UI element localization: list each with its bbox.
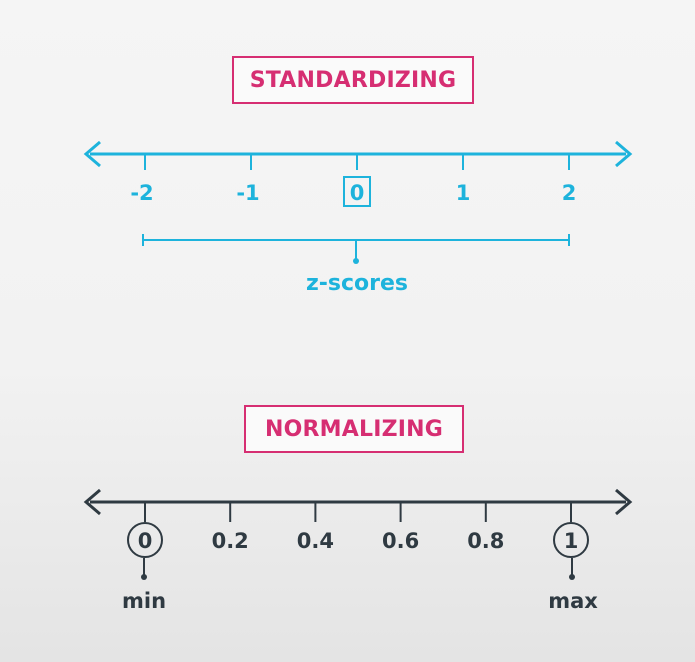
bracket-dot [353,258,359,264]
norm-tick-label: 0.4 [297,529,334,553]
std-zero-highlight-box [343,176,371,207]
normalizing-number-line: 0 0.2 0.4 0.6 0.8 1 min max [83,488,633,613]
std-ticks: -2 -1 0 1 2 [130,154,576,205]
norm-left-arrow-icon [83,488,101,516]
max-label: max [548,589,598,613]
z-scores-label: z-scores [306,271,408,296]
std-tick-label: -2 [130,181,153,205]
std-tick-label: 2 [562,181,577,205]
norm-tick-circle [127,522,163,558]
std-left-arrow-icon [83,140,101,168]
min-dot [141,574,147,580]
min-label: min [122,589,166,613]
norm-tick-label: 0.8 [467,529,504,553]
norm-tick-label: 0.2 [212,529,249,553]
norm-tick-label: 0 [138,529,153,553]
norm-ticks: 0 0.2 0.4 0.6 0.8 1 [127,502,589,558]
norm-tick-circle [553,522,589,558]
normalizing-title: NORMALIZING [244,405,464,453]
norm-right-arrow-icon [615,488,633,516]
max-dot [569,574,575,580]
standardizing-title: STANDARDIZING [232,56,474,104]
norm-tick-label: 0.6 [382,529,419,553]
z-scores-bracket: z-scores [142,234,570,296]
std-tick-label: -1 [236,181,259,205]
std-right-arrow-icon [615,140,633,168]
standardizing-number-line: -2 -1 0 1 2 [83,140,633,207]
norm-tick-label: 1 [564,529,579,553]
std-tick-label: 1 [456,181,471,205]
std-tick-label: 0 [350,181,365,205]
